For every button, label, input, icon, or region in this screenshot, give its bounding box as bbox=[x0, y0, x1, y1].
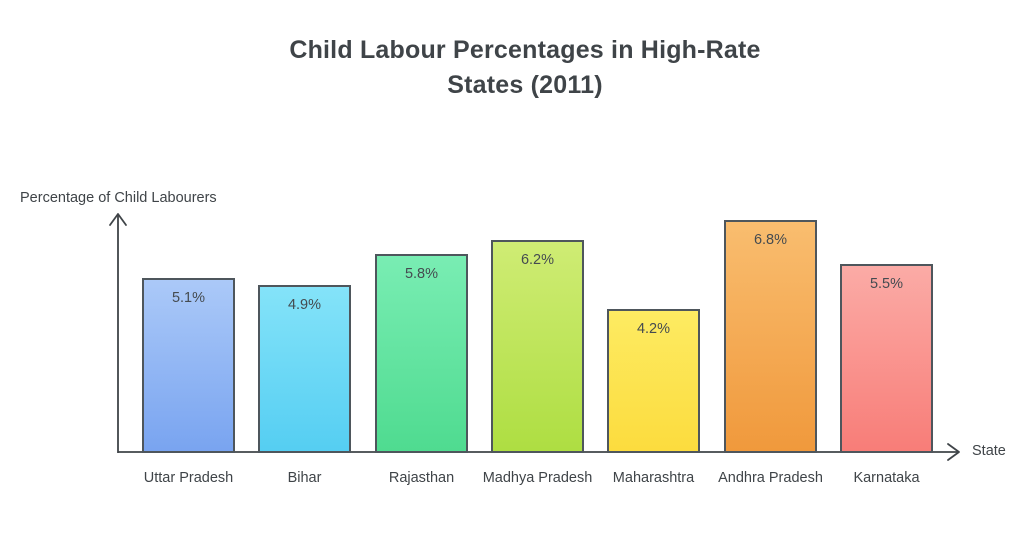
bar-value-label-karnataka: 5.5% bbox=[869, 276, 904, 292]
bar-madhya-pradesh: 6.2% bbox=[491, 240, 584, 453]
x-tick-label-karnataka: Karnataka bbox=[853, 470, 920, 486]
chart-title-line-1: Child Labour Percentages in High-Rate bbox=[289, 36, 761, 64]
x-tick-label-andhra-pradesh: Andhra Pradesh bbox=[718, 470, 823, 486]
x-tick-label-bihar: Bihar bbox=[287, 470, 322, 486]
bar-rajasthan: 5.8% bbox=[375, 254, 468, 453]
bar-value-label-madhya-pradesh: 6.2% bbox=[520, 252, 555, 268]
bar-bihar: 4.9% bbox=[258, 285, 351, 453]
bar-uttar-pradesh: 5.1% bbox=[142, 278, 235, 453]
y-axis-label: Percentage of Child Labourers bbox=[20, 190, 217, 206]
bar-karnataka: 5.5% bbox=[840, 264, 933, 453]
x-axis-arrow-icon bbox=[947, 443, 960, 461]
x-tick-label-madhya-pradesh: Madhya Pradesh bbox=[482, 470, 593, 486]
bar-value-label-uttar-pradesh: 5.1% bbox=[171, 290, 206, 306]
x-tick-label-uttar-pradesh: Uttar Pradesh bbox=[143, 470, 234, 486]
chart-title-line-2: States (2011) bbox=[447, 71, 603, 99]
bar-value-label-rajasthan: 5.8% bbox=[404, 266, 439, 282]
x-tick-label-maharashtra: Maharashtra bbox=[612, 470, 695, 486]
bar-value-label-maharashtra: 4.2% bbox=[636, 321, 671, 337]
bar-value-label-bihar: 4.9% bbox=[287, 297, 322, 313]
bar-value-label-andhra-pradesh: 6.8% bbox=[753, 232, 788, 248]
chart-title: Child Labour Percentages in High-Rate St… bbox=[13, 33, 1024, 103]
bar-maharashtra: 4.2% bbox=[607, 309, 700, 453]
y-axis-arrow-icon bbox=[109, 213, 127, 226]
x-tick-label-rajasthan: Rajasthan bbox=[388, 470, 455, 486]
bar-andhra-pradesh: 6.8% bbox=[724, 220, 817, 453]
x-axis-label: State bbox=[972, 443, 1006, 459]
